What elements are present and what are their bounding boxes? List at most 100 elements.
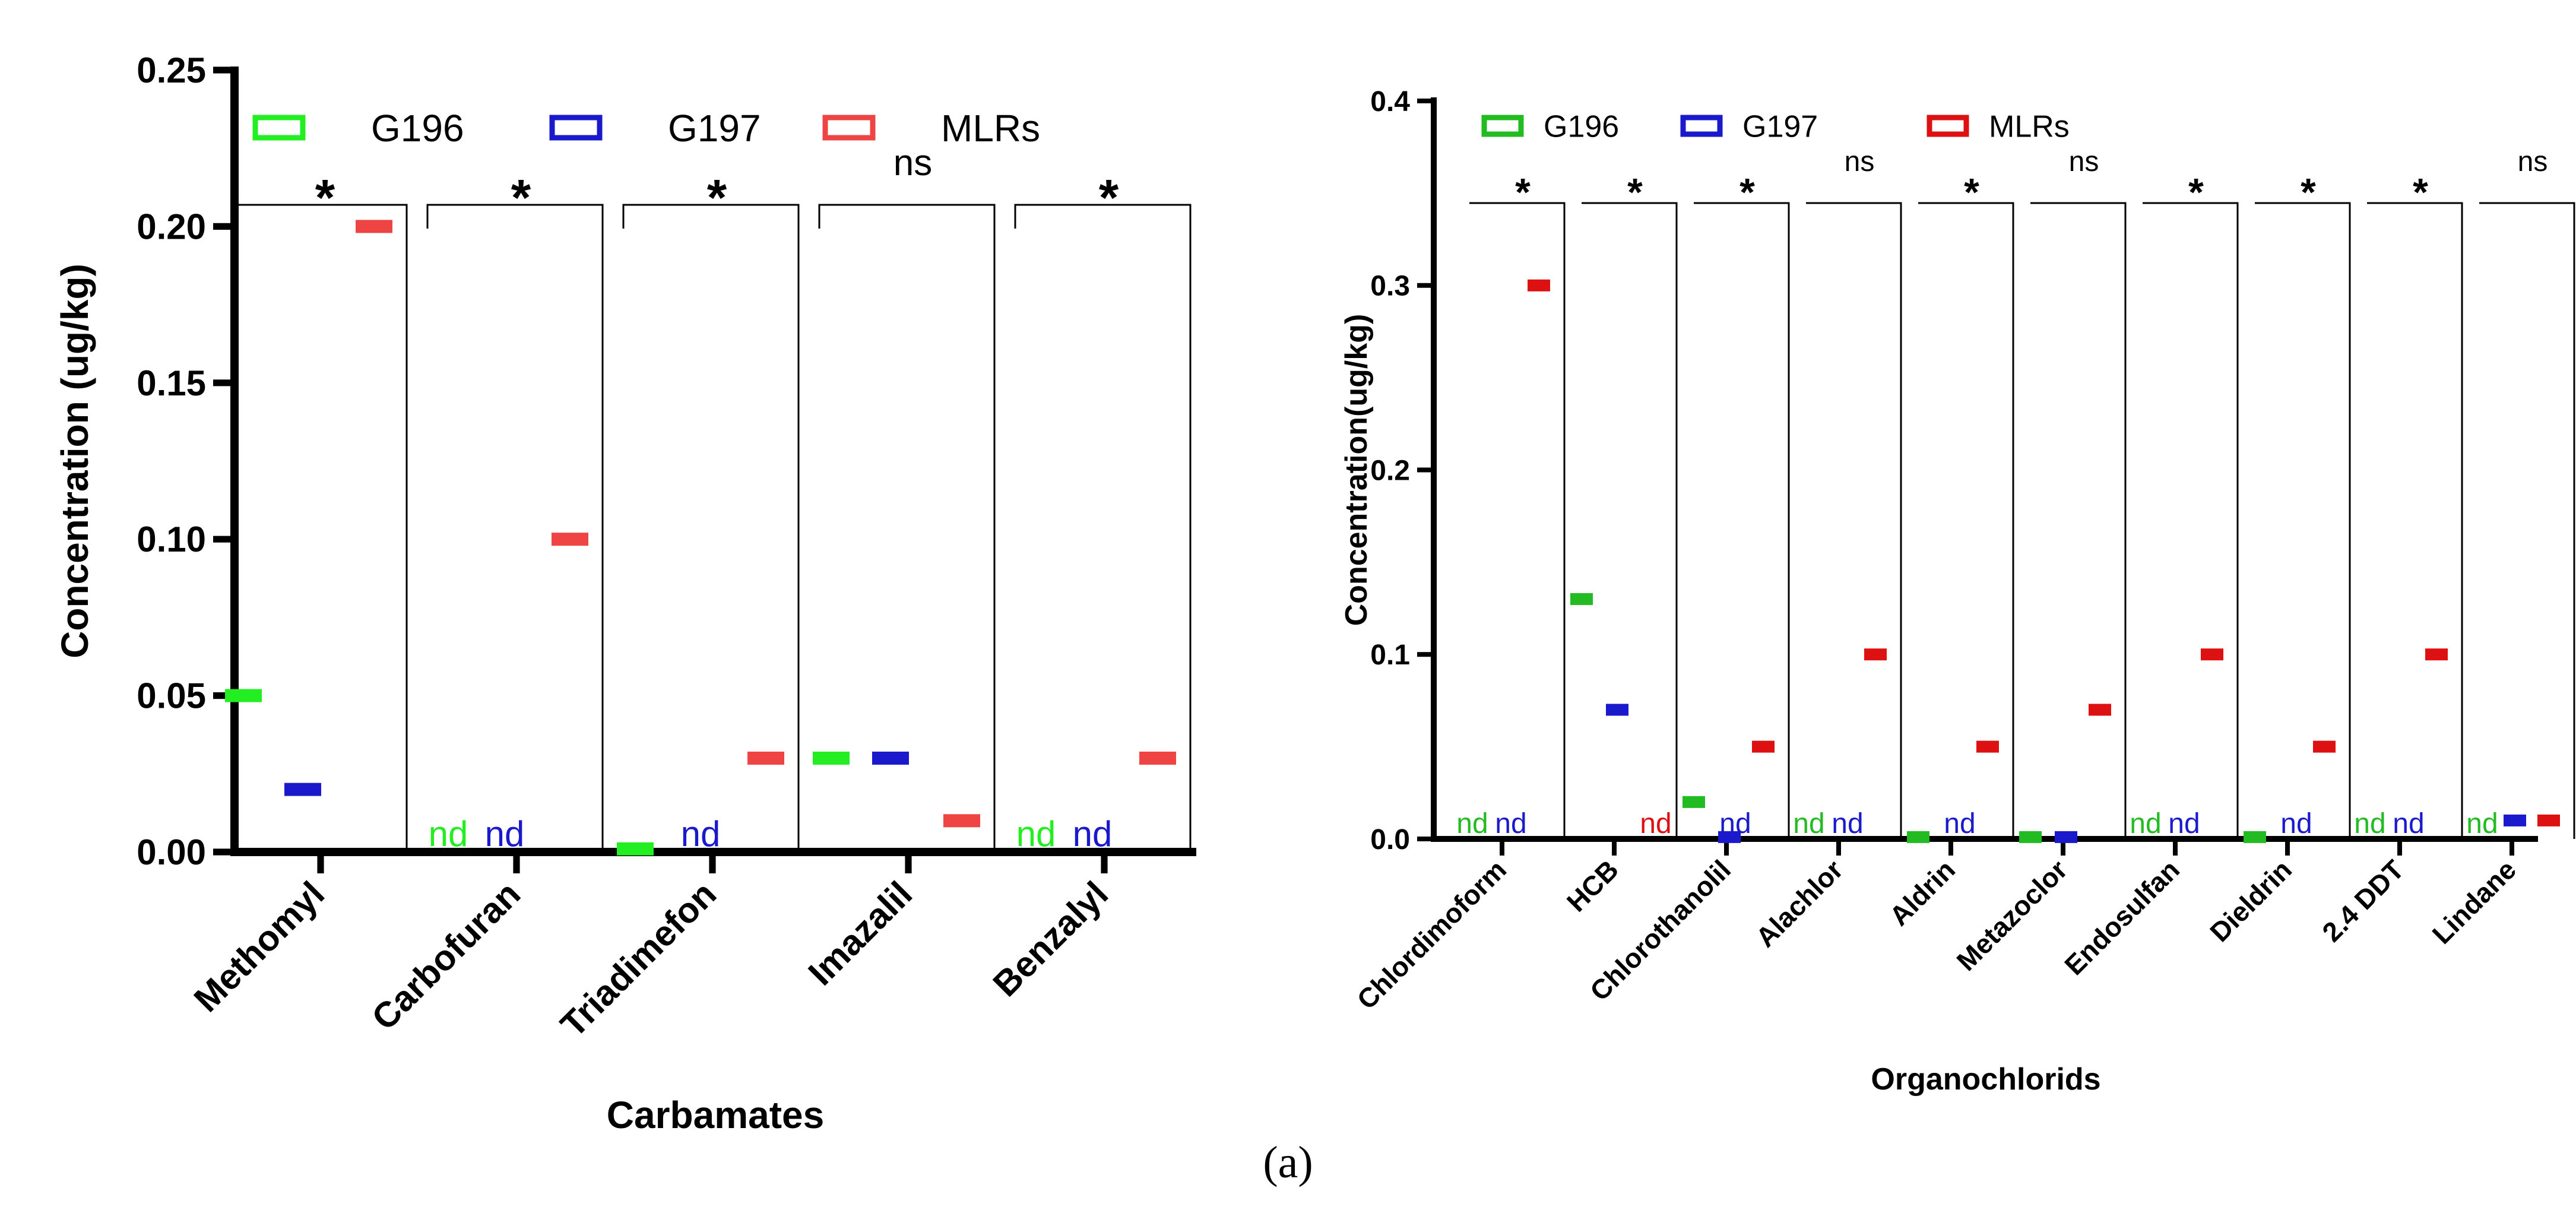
- chart1-point-mlrs-imazalil: [943, 814, 980, 828]
- chart2-nd-label-g197-chlordimoform: nd: [1495, 808, 1526, 840]
- chart2-point-mlrs-lindane: [2537, 814, 2560, 826]
- chart2-significance-bracket-hcb: [1582, 202, 1678, 839]
- chart1-point-g196-methomyl: [225, 689, 262, 702]
- chart1-significance-benzalyl: *: [1099, 169, 1119, 226]
- chart2-y-tick-label: 0.1: [1370, 639, 1410, 671]
- chart2-point-g196-hcb: [1570, 593, 1593, 606]
- chart2-point-g197-hcb: [1606, 704, 1628, 716]
- chart2-legend-label-g196: G196: [1544, 110, 1619, 144]
- chart1-point-g196-triadimefon: [617, 842, 654, 856]
- chart1-category-label-imazalil: Imazalil: [801, 874, 920, 993]
- chart1-legend-swatch-g197: [549, 115, 603, 141]
- chart2-significance-bracket-chlordimoform: [1469, 202, 1566, 839]
- chart2-legend-swatch-g196: [1481, 115, 1524, 137]
- chart1-point-g196-imazalil: [813, 751, 850, 765]
- chart2-nd-label-g197-2-4-ddt: nd: [2393, 808, 2424, 840]
- chart1-significance-triadimefon: *: [707, 169, 727, 226]
- chart2-nd-label-g196-lindane: nd: [2466, 808, 2498, 840]
- chart1-significance-imazalil: ns: [893, 142, 932, 183]
- chart1-y-tick-label: 0.05: [137, 676, 206, 716]
- chart1-nd-label-g196-carbofuran: nd: [429, 814, 468, 854]
- chart1-significance-methomyl: *: [315, 169, 335, 226]
- chart2-significance-metazoclor: ns: [2069, 146, 2099, 178]
- chart2-y-tick-label: 0.0: [1370, 824, 1410, 856]
- chart2-nd-label-mlrs-hcb: nd: [1640, 808, 1671, 840]
- chart2-significance-dieldrin: *: [2301, 170, 2316, 214]
- chart1-point-mlrs-carbofuran: [552, 533, 588, 546]
- chart1-significance-bracket-methomyl: [230, 204, 408, 852]
- chart2-significance-bracket-dieldrin: [2255, 202, 2351, 839]
- chart2-category-label-hcb: HCB: [1561, 854, 1624, 917]
- chart1-significance-bracket-benzalyl: [1014, 204, 1192, 852]
- chart2-point-g196-aldrin: [1907, 831, 1929, 843]
- chart2-point-mlrs-aldrin: [1976, 740, 1999, 753]
- figure-caption: (a): [1263, 1138, 1313, 1187]
- chart2-legend-swatch-g197: [1680, 115, 1723, 137]
- chart2-point-mlrs-chlordimoform: [1528, 279, 1550, 292]
- chart2-category-label-metazoclor: Metazoclor: [1950, 854, 2073, 977]
- chart2-significance-bracket-2-4-ddt: [2367, 202, 2463, 839]
- chart2-point-mlrs-endosulfan: [2201, 648, 2223, 661]
- chart2-nd-label-g196-2-4-ddt: nd: [2354, 808, 2385, 840]
- chart2-significance-lindane: ns: [2518, 146, 2548, 178]
- chart2-point-g197-chlorothanolil: [1718, 831, 1741, 843]
- chart1-y-tick-label: 0.10: [137, 520, 206, 559]
- chart2-significance-bracket-alachlor: [1806, 202, 1902, 839]
- chart1-point-g197-imazalil: [872, 751, 909, 765]
- chart2-significance-alachlor: ns: [1845, 146, 1875, 178]
- chart1-x-axis-title: Carbamates: [607, 1094, 824, 1136]
- chart2-significance-bracket-metazoclor: [2030, 202, 2127, 839]
- chart1-point-mlrs-methomyl: [356, 220, 392, 233]
- chart2-point-mlrs-alachlor: [1864, 648, 1887, 661]
- chart2-y-tick-label: 0.3: [1370, 271, 1410, 302]
- chart1-y-tick-label: 0.15: [137, 363, 206, 403]
- chart2-legend-label-g197: G197: [1742, 110, 1818, 144]
- chart2-nd-label-g197-alachlor: nd: [1832, 808, 1863, 840]
- chart2-point-g196-metazoclor: [2019, 831, 2042, 843]
- chart1-category-label-triadimefon: Triadimefon: [553, 874, 724, 1045]
- chart2-point-mlrs-metazoclor: [2089, 704, 2111, 716]
- chart1-nd-label-g197-carbofuran: nd: [485, 814, 525, 854]
- chart2-y-tick-label: 0.4: [1370, 86, 1410, 118]
- chart1-y-tick-label: 0.25: [137, 50, 206, 90]
- chart2-nd-label-g196-alachlor: nd: [1793, 808, 1824, 840]
- chart2-category-label-aldrin: Aldrin: [1883, 854, 1961, 932]
- chart2-significance-chlorothanolil: *: [1739, 170, 1755, 214]
- chart1-y-tick-label: 0.00: [137, 832, 206, 872]
- chart1-point-mlrs-benzalyl: [1139, 751, 1176, 765]
- chart2-nd-label-g197-chlorothanolil: nd: [1719, 808, 1751, 840]
- chart2-category-label-endosulfan: Endosulfan: [2058, 854, 2185, 981]
- chart2-category-label-alachlor: Alachlor: [1750, 854, 1849, 953]
- chart1-y-tick-label: 0.20: [137, 207, 206, 246]
- chart1-nd-label-g197-benzalyl: nd: [1073, 814, 1113, 854]
- chart1-legend-label-g196: G196: [371, 107, 464, 150]
- chart2-category-label-2-4-ddt: 2.4 DDT: [2316, 854, 2410, 948]
- chart2-significance-bracket-chlorothanolil: [1694, 202, 1790, 839]
- chart1-nd-label-g196-benzalyl: nd: [1016, 814, 1056, 854]
- chart2-significance-2-4-ddt: *: [2413, 170, 2428, 214]
- chart2-point-mlrs-dieldrin: [2313, 740, 2336, 753]
- chart2-point-g196-dieldrin: [2244, 831, 2266, 843]
- chart2-point-mlrs-2-4-ddt: [2425, 648, 2448, 661]
- chart2-y-axis-title: Concentration(ug/kg): [1339, 314, 1374, 626]
- chart1-category-label-benzalyl: Benzalyl: [986, 874, 1116, 1005]
- chart2-significance-bracket-aldrin: [1918, 202, 2014, 839]
- chart1-nd-label-g197-triadimefon: nd: [681, 814, 721, 854]
- chart2-legend-swatch-mlrs: [1927, 115, 1969, 137]
- chart2-x-axis-title: Organochlorids: [1871, 1062, 2100, 1097]
- chart2-point-g197-lindane: [2504, 814, 2526, 826]
- chart1-y-axis-title: Concentration (ug/kg): [53, 264, 96, 658]
- chart1-category-label-methomyl: Methomyl: [186, 874, 332, 1019]
- chart2-category-label-lindane: Lindane: [2426, 854, 2522, 949]
- chart2-category-label-chlordimoform: Chlordimoform: [1351, 854, 1512, 1015]
- chart1-category-label-carbofuran: Carbofuran: [364, 874, 528, 1038]
- chart1-point-mlrs-triadimefon: [747, 751, 784, 765]
- chart2-nd-label-g197-endosulfan: nd: [2168, 808, 2200, 840]
- chart2-nd-label-g196-chlordimoform: nd: [1456, 808, 1488, 840]
- chart2-y-tick-label: 0.2: [1370, 455, 1410, 486]
- chart1-significance-bracket-imazalil: [818, 204, 996, 852]
- chart1-legend-label-mlrs: MLRs: [941, 107, 1040, 150]
- chart1-significance-bracket-triadimefon: [622, 204, 800, 852]
- chart2-significance-aldrin: *: [1964, 170, 1979, 214]
